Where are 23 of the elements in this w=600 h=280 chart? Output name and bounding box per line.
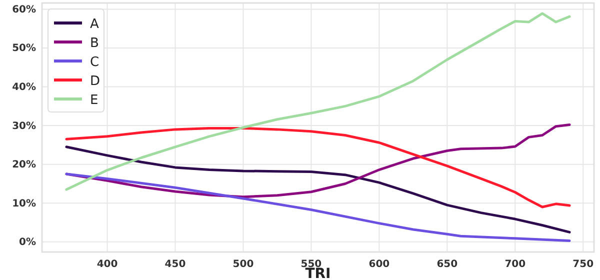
line-series (65, 172, 571, 242)
line-series (65, 146, 571, 234)
y-tick-label: 50% (12, 43, 36, 54)
line-series (65, 12, 571, 191)
legend-label: D (90, 74, 100, 89)
x-tick-label: 750 (572, 259, 594, 270)
legend-label: C (90, 55, 100, 70)
x-tick-label: 500 (232, 259, 254, 270)
y-tick-label: 40% (12, 82, 36, 93)
y-tick-label: 0% (19, 237, 36, 248)
y-tick-label: 10% (12, 198, 36, 210)
x-tick-label: 400 (96, 259, 118, 270)
y-tick-label: 30% (12, 120, 36, 132)
x-tick-label: 600 (368, 259, 390, 270)
y-tick-label: 20% (12, 160, 36, 171)
x-tick-label: 700 (504, 259, 526, 270)
x-tick-label: 450 (164, 259, 186, 270)
legend-label: E (90, 93, 98, 108)
line-series (65, 127, 571, 208)
y-tick-label: 60% (12, 4, 36, 16)
x-tick-label: 650 (436, 259, 458, 270)
legend-label: A (90, 17, 99, 32)
legend-label: B (90, 36, 99, 51)
